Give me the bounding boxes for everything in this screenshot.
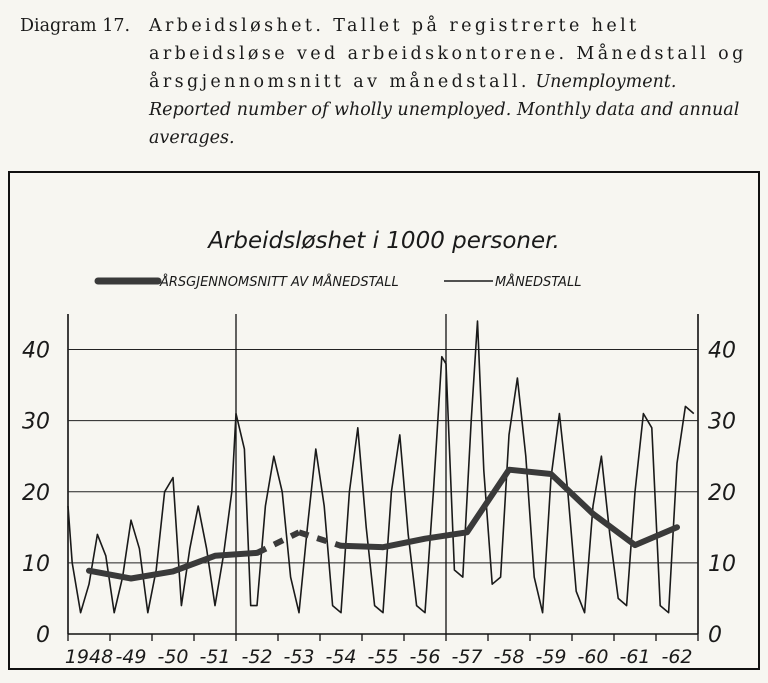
y-tick-label: 20	[22, 481, 50, 506]
x-tick-label: -54	[325, 646, 356, 668]
y-axis-right-labels: 0 10 20 30 40	[708, 339, 736, 648]
x-tick-label: -57	[451, 646, 482, 668]
y-tick-label: 40	[708, 339, 736, 364]
y-tick-label: 0	[36, 623, 50, 648]
y-tick-label: 30	[708, 410, 736, 435]
y-tick-label: 10	[708, 552, 736, 577]
x-tick-label: -53	[283, 646, 314, 668]
y-axis-left-labels: 0 10 20 30 40	[22, 339, 50, 648]
legend-label-monthly: MÅNEDSTALL	[495, 274, 581, 290]
series-annual	[86, 466, 680, 582]
x-tick-label: -59	[535, 646, 566, 668]
x-tick-label: -52	[241, 646, 272, 668]
x-tick-label: -61	[619, 646, 650, 668]
caption-label: Diagram 17.	[20, 16, 131, 36]
x-tick-label: -49	[115, 646, 146, 668]
annual-line	[338, 466, 680, 551]
annual-line-dashed	[255, 529, 301, 556]
x-tick-label: -50	[157, 646, 188, 668]
x-tick-label: -51	[199, 646, 230, 668]
legend: ÅRSGJENNOMSNITT AV MÅNEDSTALL MÅNEDSTALL	[94, 274, 581, 290]
y-tick-label: 0	[708, 623, 722, 648]
y-tick-label: 10	[22, 552, 50, 577]
caption-norwegian: Arbeidsløshet. Tallet på registrerte hel…	[149, 16, 747, 92]
x-tick-label: -56	[409, 646, 440, 668]
y-tick-label: 40	[22, 339, 50, 364]
x-tick-label: -55	[367, 646, 398, 668]
x-tick-label: -58	[493, 646, 524, 668]
annual-line	[86, 549, 260, 582]
y-tick-label: 30	[22, 410, 50, 435]
y-tick-label: 20	[708, 481, 736, 506]
monthly-line	[67, 320, 695, 614]
chart-title: Arbeidsløshet i 1000 personer.	[206, 228, 560, 254]
series-monthly	[67, 320, 695, 614]
caption-english: Unemployment. Reported number of wholly …	[149, 72, 740, 148]
x-axis-labels: 1948 -49 -50 -51 -52 -53 -54 -55 -56 -57 -58 -59 -60…	[65, 646, 693, 668]
x-tick-label: 1948	[65, 646, 113, 668]
legend-label-annual: ÅRSGJENNOMSNITT AV MÅNEDSTALL	[159, 274, 399, 290]
x-tick-label: -62	[661, 646, 692, 668]
x-tick-label: -60	[577, 646, 608, 668]
chart-frame	[8, 171, 760, 670]
caption-text: Arbeidsløshet. Tallet på registrerte hel…	[149, 12, 759, 152]
annual-line-dashed	[298, 529, 342, 549]
